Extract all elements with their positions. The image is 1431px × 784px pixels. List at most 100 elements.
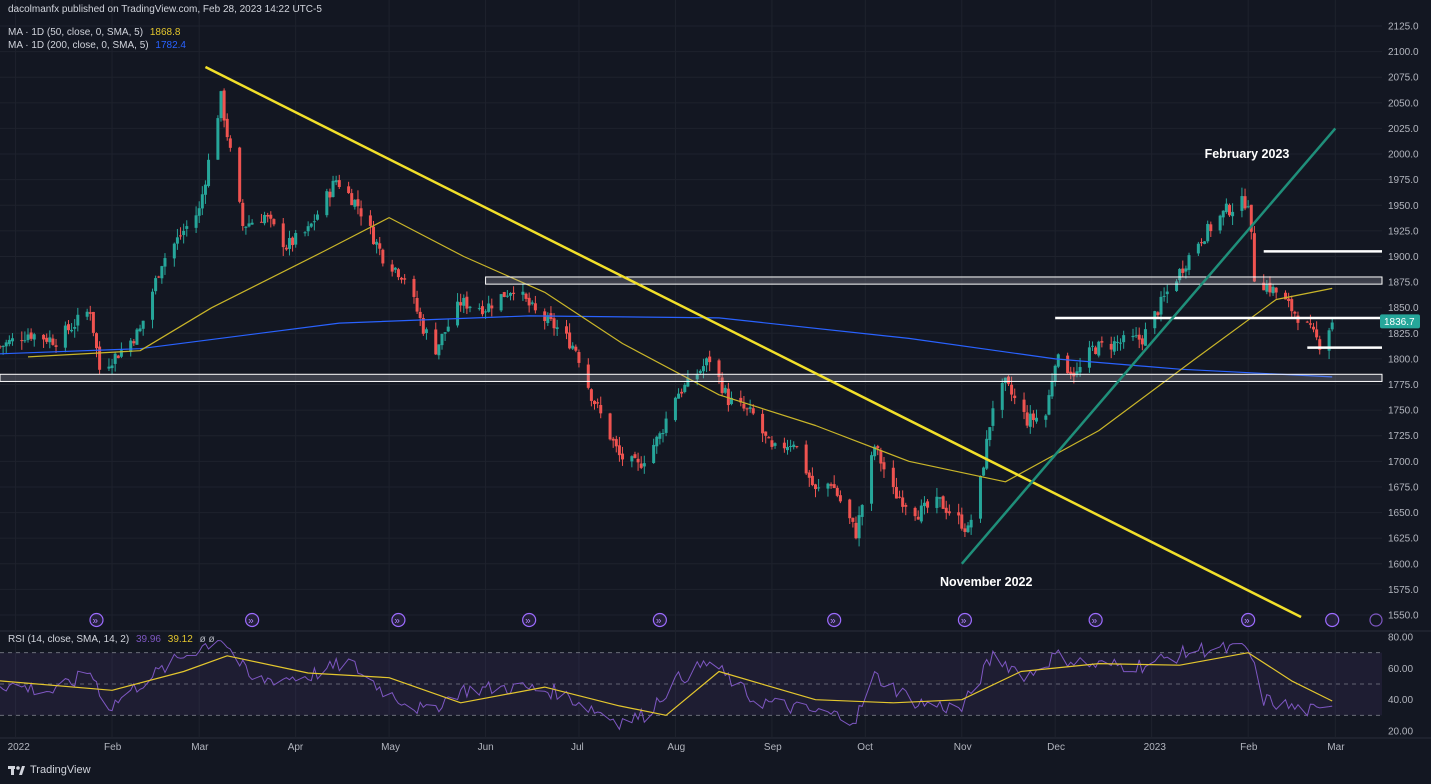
candle-body — [826, 483, 830, 489]
time-tick-label: Feb — [1240, 742, 1258, 753]
candle-body — [1159, 296, 1163, 315]
candle-body — [1131, 335, 1135, 338]
candle-body — [701, 366, 705, 372]
candle-body — [1231, 211, 1235, 217]
candle-body — [913, 507, 917, 517]
candle-body — [116, 355, 120, 359]
candle-body — [873, 446, 877, 457]
candle-body — [814, 484, 818, 490]
price-tick-label: 1600.0 — [1388, 559, 1419, 570]
candle-body — [1053, 365, 1057, 382]
candle-body — [1175, 281, 1179, 291]
candle-body — [1134, 335, 1138, 337]
candle-body — [630, 456, 634, 462]
candle-body — [70, 329, 74, 332]
publish-text: dacolmanfx published on TradingView.com,… — [8, 4, 322, 15]
candle-body — [639, 463, 643, 468]
candle-body — [1066, 355, 1070, 374]
candle-body — [378, 243, 382, 249]
event-marker-icon — [1241, 612, 1256, 628]
candle-body — [32, 334, 36, 340]
price-tick-label: 1650.0 — [1388, 508, 1419, 519]
candle-body — [1206, 223, 1210, 242]
rsi-tick-label: 40.00 — [1388, 695, 1413, 706]
tradingview-logo-icon — [8, 766, 25, 775]
candle-body — [593, 400, 597, 405]
candle-body — [477, 308, 481, 310]
time-tick-label: Feb — [104, 742, 122, 753]
candle-body — [770, 440, 774, 447]
candle-body — [1318, 339, 1322, 350]
candle-body — [717, 360, 721, 377]
candle-body — [462, 297, 466, 306]
candle-body — [1140, 338, 1144, 345]
candle-body — [1050, 380, 1054, 397]
price-tick-label: 2025.0 — [1388, 124, 1419, 135]
candle-body — [353, 199, 357, 207]
candle-body — [179, 235, 183, 237]
candle-body — [400, 277, 404, 280]
candle-body — [527, 297, 531, 306]
candle-body — [652, 444, 656, 464]
candle-body — [163, 258, 167, 267]
candle-body — [991, 408, 995, 426]
candle-body — [1115, 341, 1119, 343]
candle-body — [306, 226, 310, 232]
candle-body — [1143, 329, 1147, 346]
time-tick-label: Oct — [857, 742, 873, 753]
candle-body — [683, 384, 687, 393]
candle-body — [259, 221, 263, 223]
candle-body — [443, 332, 447, 334]
candle-body — [677, 393, 681, 399]
rsi-ma-value: 39.12 — [167, 634, 193, 645]
event-marker-icon — [245, 612, 260, 628]
price-tick-label: 1750.0 — [1388, 406, 1419, 417]
event-marker-glyph: » — [656, 616, 662, 627]
rsi-tick-label: 20.00 — [1388, 727, 1413, 738]
ma50-label: MA · 1D (50, close, 0, SMA, 5) — [8, 27, 144, 38]
candle-body — [546, 315, 550, 324]
time-tick-label: Sep — [764, 742, 782, 753]
candle-body — [1047, 395, 1051, 415]
candle-body — [247, 223, 251, 227]
candle-body — [207, 159, 211, 187]
price-tick-label: 1850.0 — [1388, 303, 1419, 314]
candle-body — [284, 247, 288, 250]
candle-body — [200, 194, 204, 209]
candle-body — [957, 512, 961, 516]
candle-body — [312, 221, 316, 223]
tradingview-footer[interactable]: TradingView — [8, 764, 91, 776]
candle-body — [1112, 341, 1116, 352]
rsi-ma-line — [0, 652, 1333, 716]
candle-body — [1087, 347, 1091, 368]
candle-body — [1284, 292, 1288, 300]
candle-body — [480, 306, 484, 315]
candle-body — [882, 462, 886, 470]
candle-body — [325, 191, 329, 216]
candle-body — [767, 437, 771, 439]
candle-body — [617, 445, 621, 456]
candle-body — [412, 278, 416, 297]
event-marker-glyph: » — [830, 616, 836, 627]
candle-body — [636, 458, 640, 463]
candle-body — [421, 318, 425, 334]
candle-body — [792, 444, 796, 448]
candle-body — [577, 352, 581, 363]
candle-body — [194, 215, 198, 228]
event-marker-icon — [522, 612, 537, 628]
candle-body — [1031, 413, 1035, 421]
time-tick-label: Mar — [1327, 742, 1345, 753]
candle-body — [1315, 329, 1319, 338]
candle-body — [960, 514, 964, 529]
candle-body — [1006, 376, 1010, 384]
candle-body — [848, 499, 852, 519]
candle-body — [508, 293, 512, 296]
candle-body — [368, 215, 372, 226]
candle-body — [1224, 203, 1228, 213]
candle-body — [490, 305, 494, 309]
rsi-label: RSI (14, close, SMA, 14, 2) — [8, 634, 130, 645]
candle-body — [764, 431, 768, 436]
candle-body — [182, 230, 186, 236]
candle-body — [45, 337, 49, 342]
candle-body — [76, 314, 80, 326]
